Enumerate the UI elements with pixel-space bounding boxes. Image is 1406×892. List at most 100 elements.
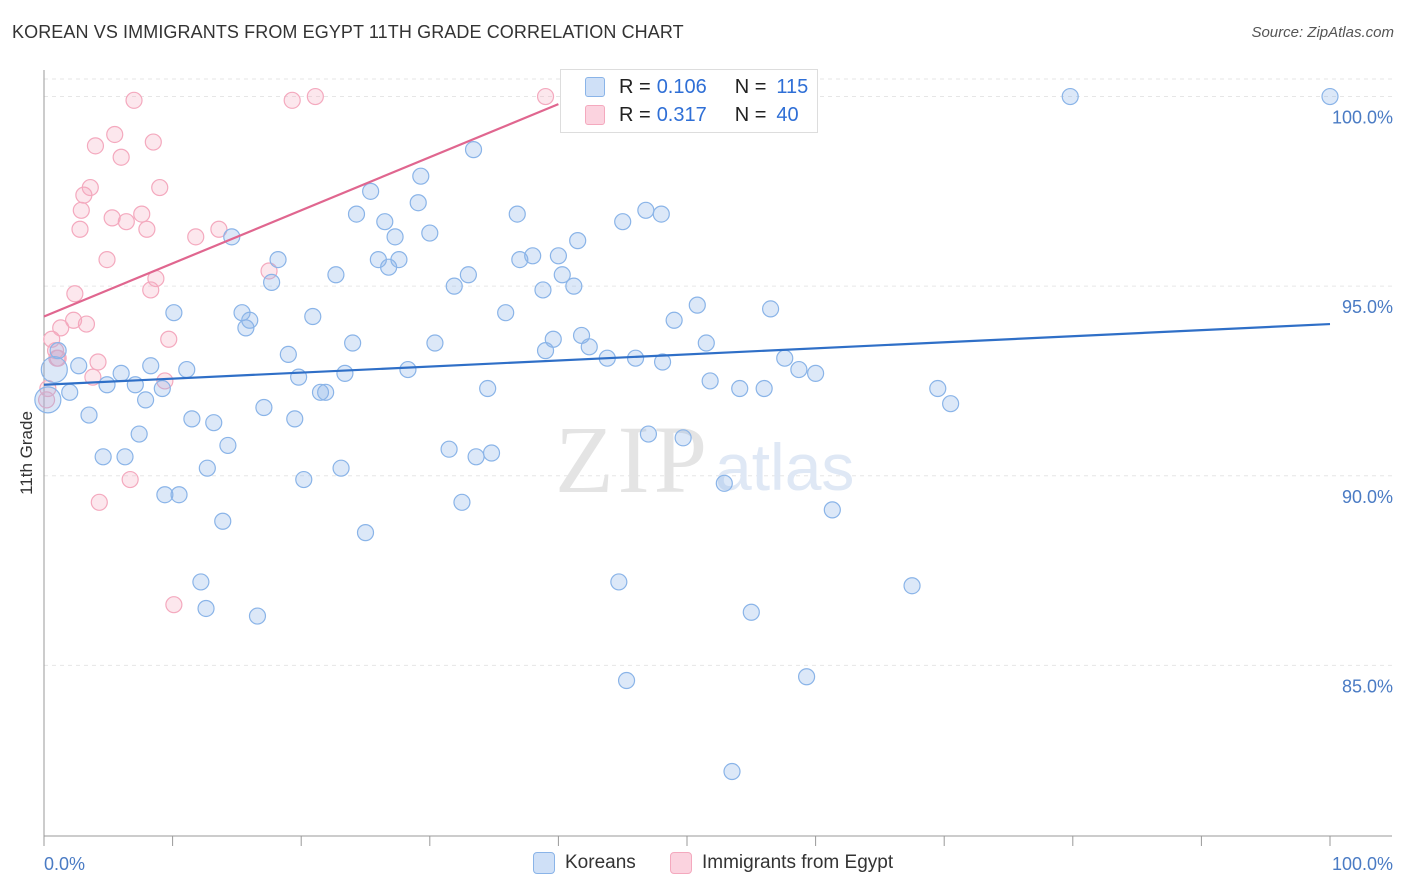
korean-point bbox=[49, 342, 67, 360]
series-legend-egypt[interactable]: Immigrants from Egypt bbox=[670, 852, 893, 874]
koreans-label: Koreans bbox=[565, 852, 636, 873]
korean-point bbox=[929, 379, 947, 398]
korean-point bbox=[761, 300, 780, 318]
korean-point bbox=[112, 364, 130, 382]
legend-swatch-egypt bbox=[585, 105, 605, 125]
egypt-point bbox=[52, 319, 70, 337]
korean-point bbox=[170, 486, 188, 504]
egypt-point bbox=[112, 148, 130, 166]
korean-point bbox=[688, 296, 706, 314]
korean-point bbox=[569, 232, 587, 250]
egypt-point bbox=[283, 91, 301, 109]
korean-trend-line bbox=[43, 322, 1331, 386]
korean-point bbox=[409, 194, 427, 212]
korean-point bbox=[508, 205, 526, 223]
korean-point bbox=[580, 338, 598, 356]
korean-point bbox=[511, 251, 529, 269]
korean-point bbox=[610, 573, 628, 591]
egypt-label: Immigrants from Egypt bbox=[702, 852, 894, 873]
korean-point bbox=[386, 228, 404, 246]
korean-point bbox=[440, 440, 458, 458]
x-tick-label: 100.0% bbox=[1332, 854, 1393, 874]
korean-point bbox=[286, 410, 304, 428]
korean-point bbox=[214, 512, 232, 530]
korean-point bbox=[701, 372, 719, 390]
korean-point bbox=[153, 379, 171, 398]
series-legend-koreans[interactable]: Koreans bbox=[533, 852, 636, 874]
korean-point bbox=[248, 607, 267, 625]
legend-r-value: 0.106 bbox=[656, 75, 707, 98]
egypt-trend-line bbox=[43, 103, 559, 318]
korean-point bbox=[197, 599, 215, 618]
korean-point bbox=[80, 406, 98, 424]
korean-point bbox=[421, 224, 439, 242]
korean-point bbox=[183, 410, 201, 428]
korean-point bbox=[98, 376, 116, 394]
korean-point bbox=[142, 357, 160, 375]
legend-n-label: N = bbox=[734, 103, 767, 126]
korean-point bbox=[665, 311, 683, 329]
korean-point bbox=[94, 448, 112, 466]
korean-point bbox=[942, 395, 960, 413]
korean-point bbox=[156, 486, 174, 504]
chart-title: KOREAN VS IMMIGRANTS FROM EGYPT 11TH GRA… bbox=[12, 22, 684, 42]
korean-point bbox=[426, 334, 444, 352]
korean-point bbox=[332, 459, 350, 477]
egypt-point bbox=[103, 209, 121, 227]
egypt-point bbox=[89, 353, 107, 371]
korean-point bbox=[479, 379, 497, 398]
y-axis-label: 11th Grade bbox=[17, 411, 36, 495]
gridlines bbox=[44, 78, 1392, 666]
korean-point bbox=[34, 386, 62, 414]
watermark-atlas: atlas bbox=[715, 430, 854, 504]
egypt-point bbox=[536, 87, 555, 106]
korean-point bbox=[823, 501, 841, 519]
korean-point bbox=[653, 353, 672, 371]
korean-point bbox=[776, 349, 794, 367]
korean-point bbox=[639, 425, 658, 443]
korean-point bbox=[482, 444, 501, 462]
egypt-point bbox=[165, 596, 183, 614]
korean-point bbox=[327, 266, 345, 284]
legend-row-koreans: R = 0.106 N = 115 bbox=[585, 73, 808, 101]
korean-point bbox=[459, 266, 477, 284]
egypt-swatch bbox=[670, 852, 692, 874]
korean-point bbox=[344, 334, 362, 352]
korean-point bbox=[797, 668, 816, 686]
korean-point bbox=[178, 360, 196, 379]
korean-point bbox=[241, 311, 259, 329]
egypt-point bbox=[138, 220, 156, 238]
trend-lines bbox=[43, 103, 1331, 386]
egypt-point bbox=[86, 137, 105, 155]
legend-r-label: R = bbox=[619, 103, 651, 126]
korean-point bbox=[390, 251, 408, 269]
korean-point bbox=[755, 379, 773, 398]
y-tick-label: 95.0% bbox=[1342, 297, 1393, 317]
egypt-point bbox=[151, 178, 169, 197]
legend-r-label: R = bbox=[619, 75, 651, 98]
korean-point bbox=[549, 247, 568, 265]
korean-point bbox=[255, 398, 273, 417]
korean-point bbox=[356, 524, 375, 542]
korean-point bbox=[136, 391, 155, 409]
watermark: ZIP atlas bbox=[555, 406, 854, 513]
y-tick-label: 90.0% bbox=[1342, 487, 1393, 507]
egypt-point bbox=[98, 251, 116, 269]
korean-point bbox=[205, 414, 223, 432]
korean-point bbox=[742, 603, 760, 621]
korean-point bbox=[347, 205, 366, 223]
korean-point bbox=[674, 429, 692, 447]
korean-point bbox=[723, 762, 741, 781]
source-label: Source: ZipAtlas.com bbox=[1251, 24, 1394, 41]
korean-point bbox=[731, 379, 749, 398]
legend-n-value: 40 bbox=[776, 103, 799, 126]
korean-point bbox=[336, 364, 354, 382]
korean-point bbox=[317, 383, 335, 401]
egypt-point bbox=[81, 178, 99, 197]
korean-point bbox=[524, 247, 542, 265]
korean-point bbox=[637, 201, 655, 219]
egypt-point bbox=[125, 91, 143, 109]
korean-point bbox=[311, 383, 330, 401]
korean-point bbox=[412, 167, 430, 185]
